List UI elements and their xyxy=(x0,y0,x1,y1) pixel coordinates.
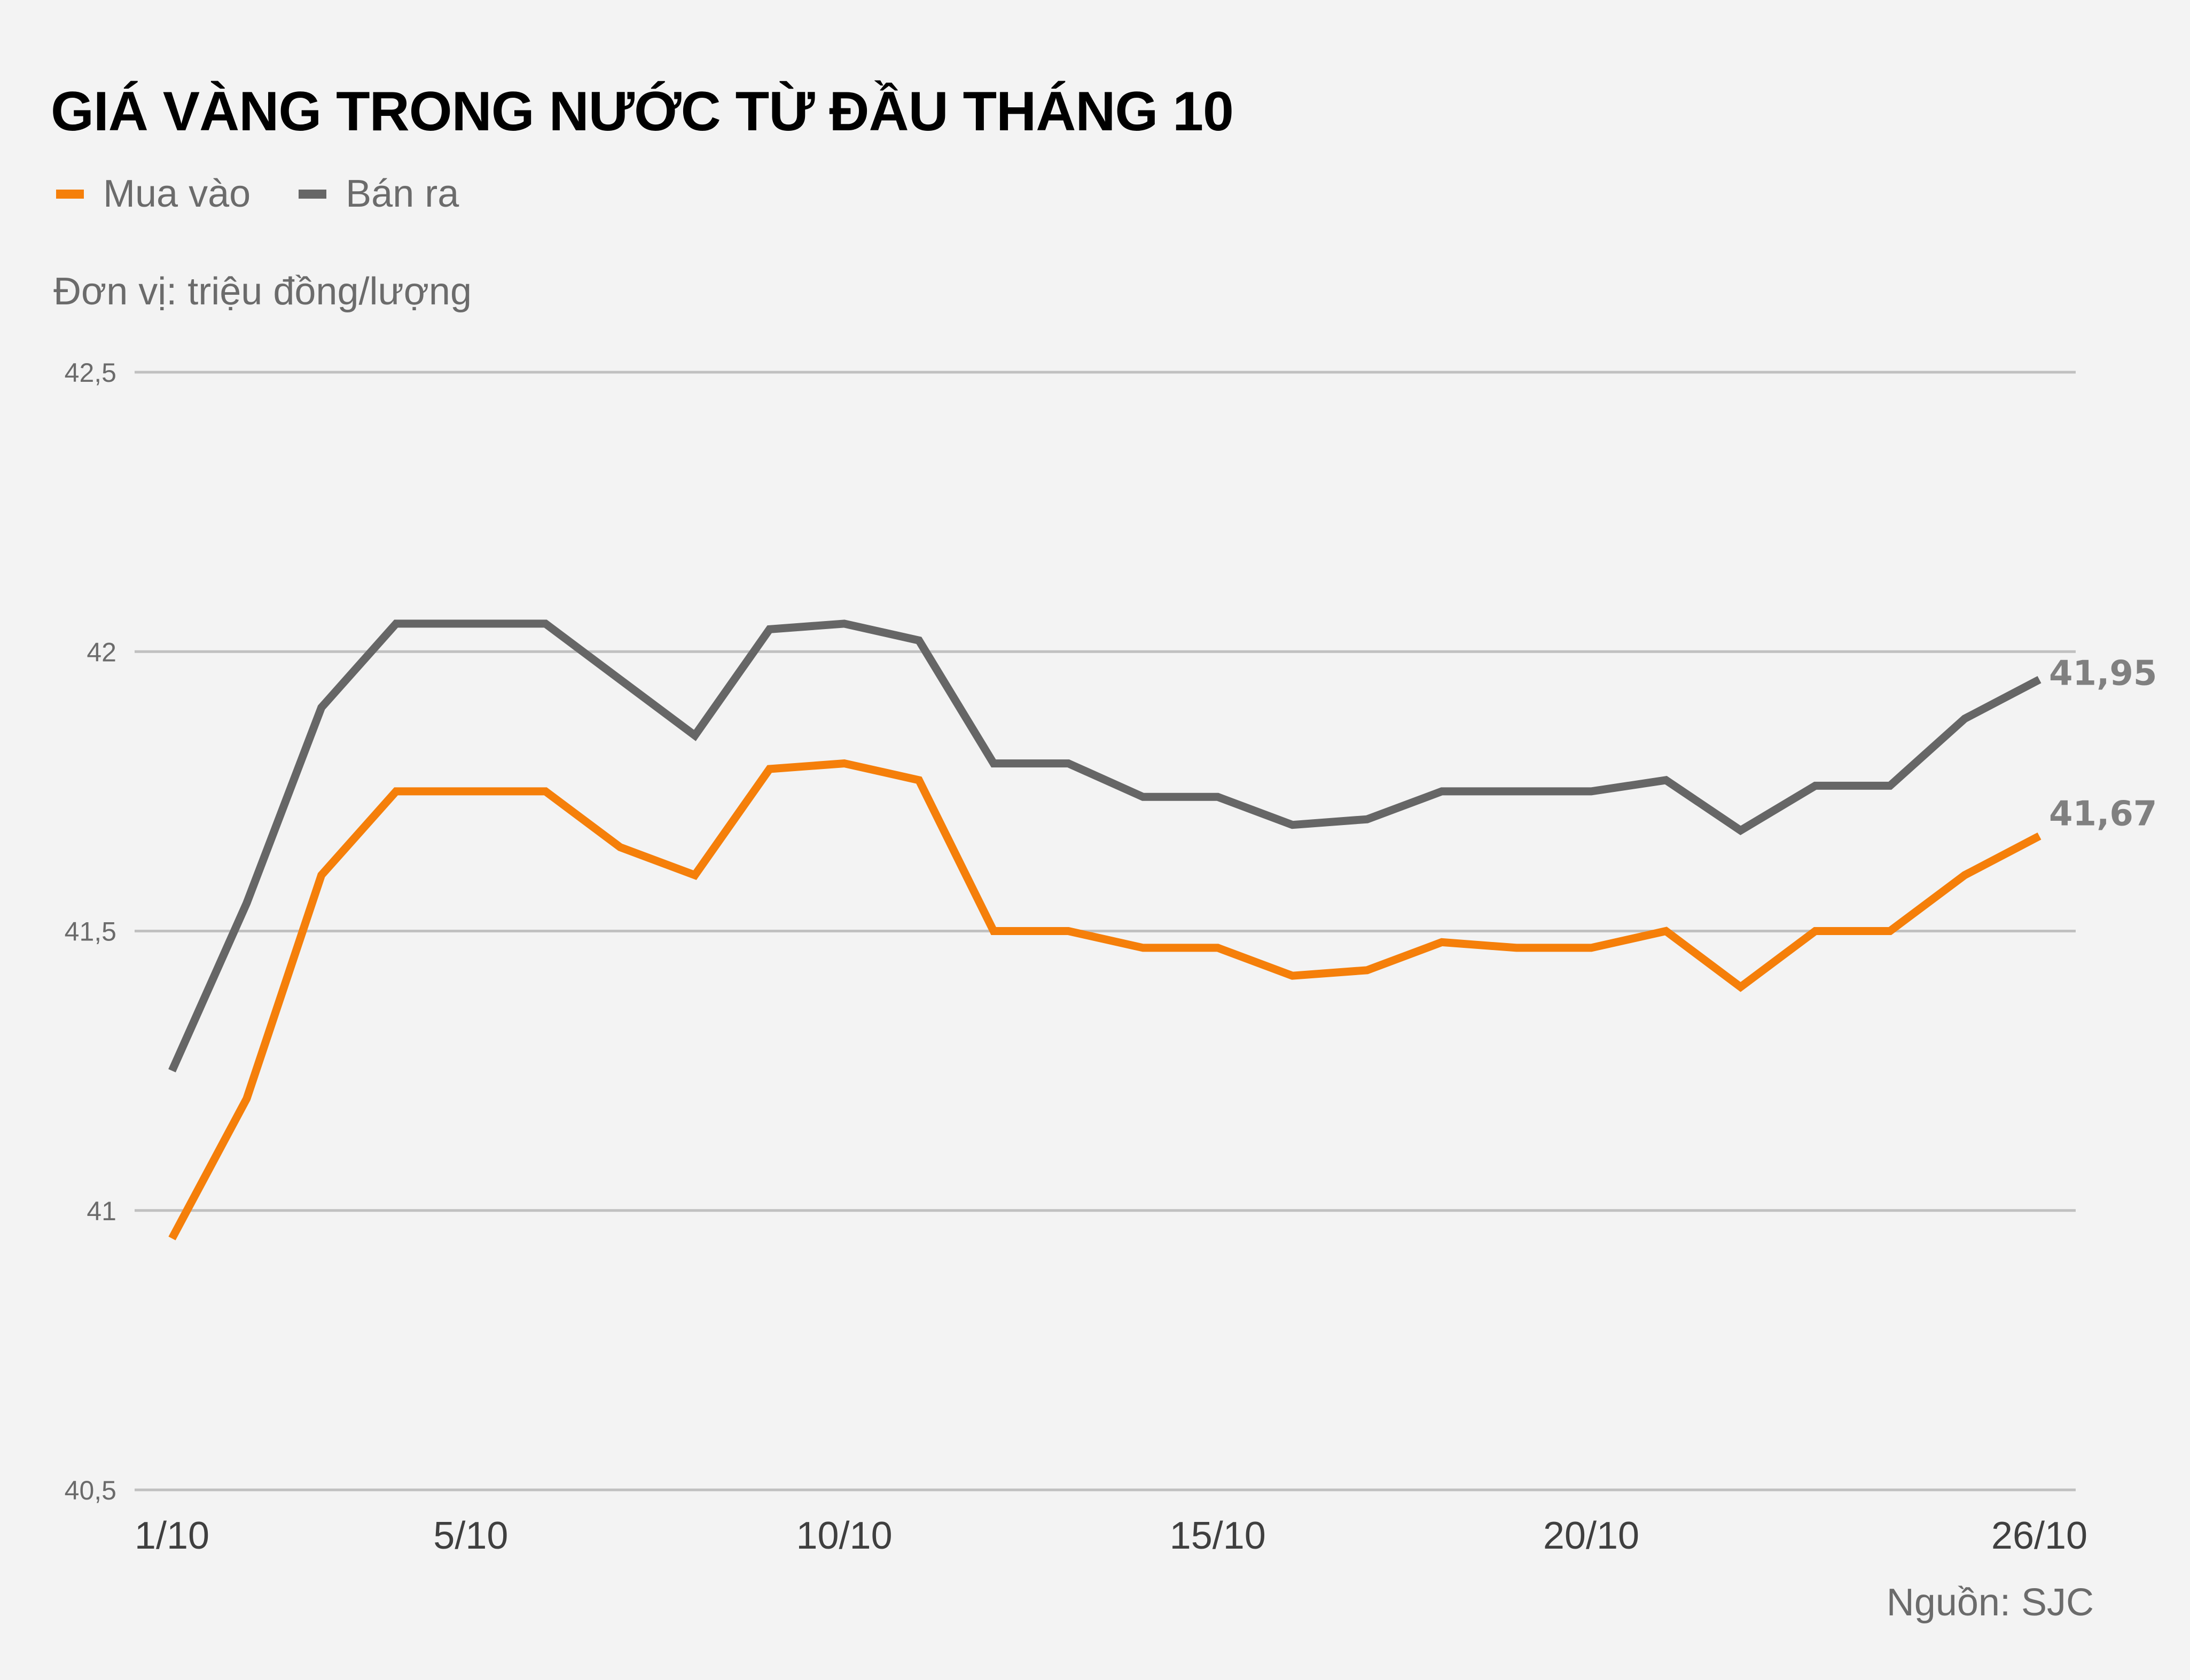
legend-swatch-buy-icon xyxy=(56,189,84,199)
gridlines xyxy=(135,371,2076,1491)
y-tick-label: 41,5 xyxy=(65,917,116,947)
x-tick-label: 10/10 xyxy=(796,1514,892,1557)
y-tick-label: 42 xyxy=(87,637,116,667)
legend-item-buy: Mua vào xyxy=(56,172,251,216)
chart-title: GIÁ VÀNG TRONG NƯỚC TỪ ĐẦU THÁNG 10 xyxy=(51,81,1234,143)
y-tick-label: 41 xyxy=(87,1196,116,1226)
x-tick-label: 5/10 xyxy=(433,1514,508,1557)
legend-label-sell: Bán ra xyxy=(346,172,459,215)
x-tick-label: 15/10 xyxy=(1170,1514,1266,1557)
source-label: Nguồn: SJC xyxy=(1886,1581,2094,1624)
y-tick-label: 42,5 xyxy=(65,358,116,388)
legend: Mua vào Bán ra xyxy=(56,172,507,216)
end-label-sell: 41,95 xyxy=(2049,654,2157,694)
legend-item-sell: Bán ra xyxy=(299,172,459,216)
series-line-buy xyxy=(168,759,2042,1241)
end-label-buy: 41,67 xyxy=(2049,795,2157,834)
x-tick-label: 20/10 xyxy=(1543,1514,1639,1557)
x-axis-ticks: 1/10 5/10 10/10 15/10 20/10 26/10 xyxy=(135,1514,2087,1557)
y-tick-label: 40,5 xyxy=(65,1475,116,1505)
series-line-sell xyxy=(168,619,2042,1073)
legend-label-buy: Mua vào xyxy=(103,172,251,215)
y-axis-ticks: 42,5 42 41,5 41 40,5 xyxy=(65,358,116,1505)
legend-swatch-sell-icon xyxy=(299,189,327,199)
x-tick-label: 26/10 xyxy=(1991,1514,2087,1557)
x-tick-label: 1/10 xyxy=(135,1514,209,1557)
unit-label: Đơn vị: triệu đồng/lượng xyxy=(53,270,472,313)
